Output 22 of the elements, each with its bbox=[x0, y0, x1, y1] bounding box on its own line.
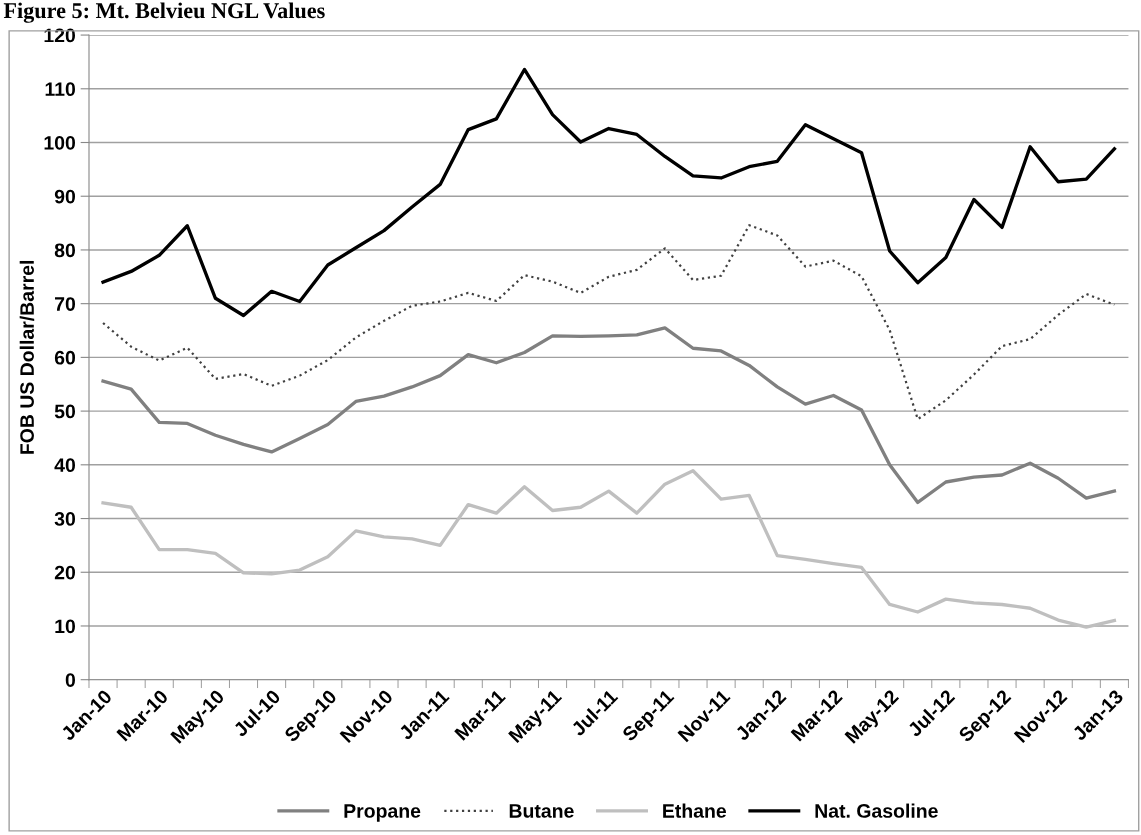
chart-title: Figure 5: Mt. Belvieu NGL Values bbox=[3, 2, 325, 23]
y-tick-label: 100 bbox=[44, 135, 76, 150]
y-tick-label: 10 bbox=[55, 619, 76, 634]
y-tick-label: 90 bbox=[54, 189, 76, 204]
y-tick-label: 0 bbox=[65, 673, 76, 687]
line-series bbox=[101, 326, 1117, 505]
legend-label: Propane bbox=[344, 804, 421, 822]
y-tick-label: 120 bbox=[44, 28, 76, 43]
line-series bbox=[101, 67, 1117, 318]
y-tick-label: 20 bbox=[54, 565, 76, 580]
y-tick-label: 40 bbox=[54, 458, 76, 473]
legend-label: Butane bbox=[509, 804, 574, 818]
legend-label: Ethane bbox=[663, 803, 727, 818]
y-tick-label: 30 bbox=[54, 512, 76, 526]
y-tick-label: 60 bbox=[54, 350, 76, 365]
y-tick-label: 50 bbox=[54, 404, 76, 419]
y-tick-label: 70 bbox=[55, 297, 76, 311]
y-tick-label: 80 bbox=[54, 243, 76, 258]
y-axis-title: FOB US Dollar/Barrel bbox=[19, 260, 35, 454]
line-series bbox=[101, 469, 1117, 629]
y-tick-label: 110 bbox=[45, 82, 76, 97]
legend-label: Nat. Gasoline bbox=[815, 803, 938, 818]
